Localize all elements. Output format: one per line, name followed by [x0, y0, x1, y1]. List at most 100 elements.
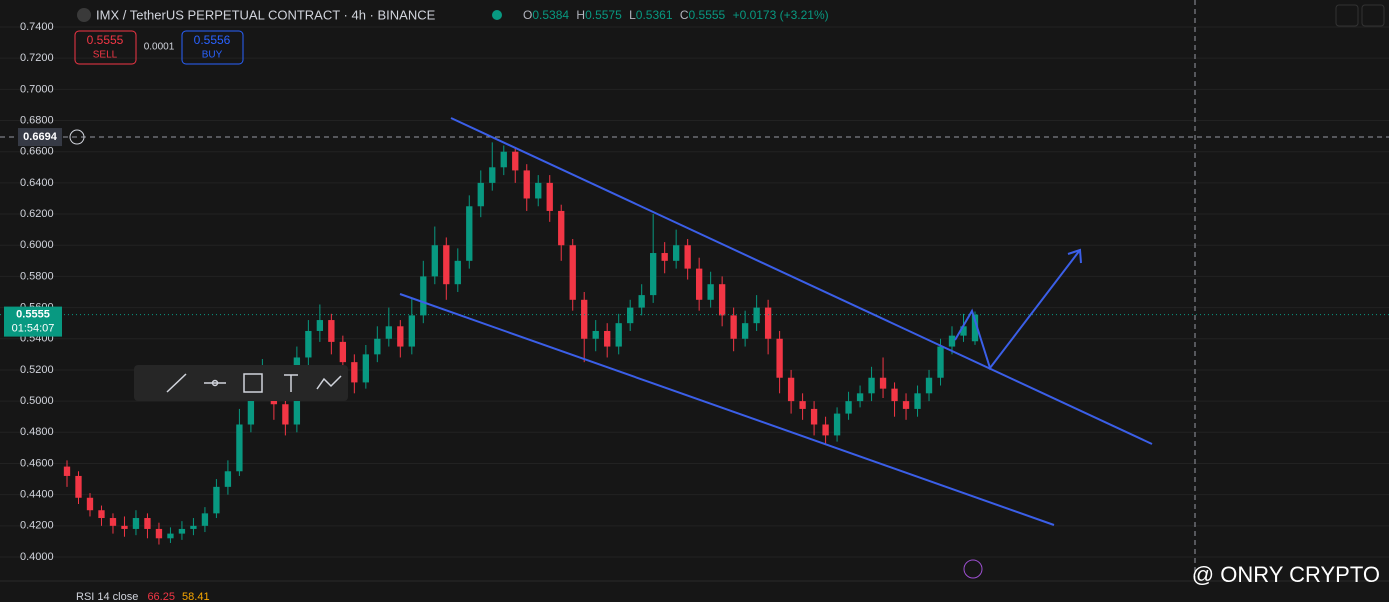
candle-body	[305, 330, 312, 358]
last-price-tag	[4, 306, 62, 337]
candle-body	[558, 210, 565, 246]
candle-body	[477, 182, 484, 207]
button[interactable]	[1361, 4, 1385, 27]
candle-body	[63, 466, 71, 476]
y-tick-label: 0.4200	[20, 520, 54, 532]
candle-body	[546, 182, 553, 211]
candle-body	[948, 335, 956, 347]
sell-button[interactable]	[74, 30, 137, 65]
candle-body	[454, 260, 461, 285]
candle-body	[236, 424, 243, 472]
candle-body	[144, 518, 151, 529]
candle-body	[833, 413, 841, 436]
candle-body	[902, 401, 910, 409]
text-tool[interactable]	[284, 374, 298, 392]
candle-body	[489, 167, 496, 183]
symbol-title: IMX / TetherUS PERPETUAL CONTRACT · 4h ·…	[96, 7, 436, 22]
candle-body	[201, 513, 209, 526]
y-tick-label: 0.4400	[20, 489, 54, 501]
spread: 0.0001	[144, 42, 175, 53]
lower-trendline[interactable]	[399, 293, 1055, 526]
candle-body	[661, 253, 668, 261]
candle-body	[500, 151, 507, 168]
candle-body	[638, 295, 645, 308]
crosshair-label: 0.6694	[23, 131, 58, 143]
replay-icon[interactable]	[963, 559, 983, 579]
candle-body	[408, 315, 415, 347]
candle-body	[914, 393, 921, 409]
symbol-icon	[77, 8, 91, 22]
candle-body	[98, 510, 105, 519]
sell-price: 0.5555	[87, 33, 124, 47]
candle-body	[684, 245, 691, 269]
candle-body	[799, 401, 806, 409]
candle-body	[592, 330, 599, 339]
candle-body	[741, 323, 749, 339]
candle-body	[971, 314, 979, 342]
candle-body	[178, 528, 186, 534]
candle-body	[764, 307, 772, 339]
candle-body	[328, 320, 335, 342]
crosshair-tag	[18, 128, 62, 147]
candle-body	[604, 330, 611, 347]
o-label: O	[523, 8, 532, 22]
drawing-toolbar	[134, 365, 348, 401]
candle-body	[316, 320, 324, 331]
path-tool[interactable]	[316, 375, 342, 390]
candle-body	[132, 518, 140, 529]
rect-tool[interactable]	[243, 373, 263, 393]
candle-body	[718, 284, 726, 316]
y-tick-label: 0.4600	[20, 457, 54, 469]
candle-body	[776, 338, 783, 378]
watermark: @ ONRY CRYPTO	[1192, 562, 1380, 587]
o-value: 0.5384	[532, 8, 569, 22]
drawings	[399, 117, 1153, 526]
candle-body	[351, 362, 358, 383]
rsi-label: RSI 14 close	[76, 591, 138, 602]
rsi-value: 66.25	[147, 591, 175, 602]
h-label: H	[576, 8, 585, 22]
h-value: 0.5575	[585, 8, 622, 22]
candle-body	[673, 245, 680, 261]
y-tick-label: 0.4800	[20, 426, 54, 438]
candle-body	[879, 377, 887, 389]
candle-body	[523, 170, 530, 199]
candle-body	[282, 404, 289, 425]
candle-body	[937, 346, 944, 378]
y-tick-label: 0.5200	[20, 364, 54, 376]
buy-label: BUY	[202, 50, 223, 61]
candle-body	[190, 525, 197, 529]
candle-body	[822, 424, 829, 436]
candle-body	[339, 341, 347, 363]
y-tick-label: 0.5800	[20, 270, 54, 282]
y-tick-label: 0.5000	[20, 395, 54, 407]
candle-body	[615, 323, 622, 347]
ohlc: O0.5384 H0.5575 L0.5361 C0.5555 +0.0173 …	[523, 8, 829, 22]
candle-body	[224, 471, 232, 487]
candle-body	[443, 245, 450, 285]
l-label: L	[629, 8, 636, 22]
candle-body	[730, 315, 737, 339]
candle-body	[569, 245, 576, 300]
add-alert-button[interactable]	[69, 129, 85, 145]
candle-body	[247, 385, 255, 425]
candle-body	[581, 299, 588, 339]
trendline-tool[interactable]	[166, 373, 187, 393]
rsi-value: 58.41	[182, 591, 210, 602]
status-dot	[492, 10, 502, 20]
buy-button[interactable]	[181, 30, 244, 65]
button[interactable]	[1335, 4, 1359, 27]
candle-body	[385, 326, 392, 339]
change: +0.0173 (+3.21%)	[733, 8, 829, 22]
projection-path[interactable]	[954, 249, 1081, 371]
y-tick-label: 0.4000	[20, 551, 54, 563]
candle-body	[868, 377, 875, 394]
arrow-head	[1067, 248, 1082, 264]
candle-body	[695, 268, 703, 300]
upper-trendline[interactable]	[450, 117, 1153, 445]
candle-body	[466, 206, 473, 261]
countdown: 01:54:07	[12, 323, 55, 335]
candle-body	[397, 326, 404, 347]
candle-body	[374, 338, 381, 355]
c-value: 0.5555	[689, 8, 726, 22]
